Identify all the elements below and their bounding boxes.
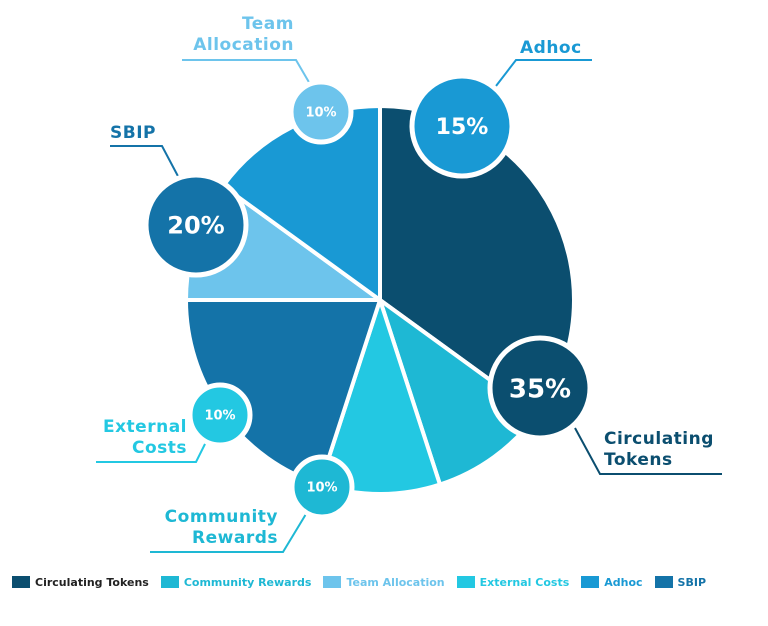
pct-bubble [143, 172, 249, 278]
pct-bubble [409, 73, 515, 179]
leader-line [96, 441, 207, 463]
legend-label: SBIP [677, 575, 707, 589]
slice-label-line: External [103, 417, 187, 437]
slice-label-line: Tokens [604, 450, 673, 470]
data-label: 10% [306, 481, 337, 496]
callout-external-costs: 10% External Costs [96, 382, 253, 463]
legend-swatch [581, 576, 600, 588]
legend-label: Community Rewards [183, 575, 312, 589]
legend-item-external-costs: External Costs [456, 575, 570, 589]
slice-label-line: SBIP [110, 123, 156, 143]
slice-label-line: Circulating [604, 429, 714, 449]
pct-bubble [487, 335, 593, 441]
legend-label: External Costs [479, 575, 570, 589]
slice-label-line: Community [165, 507, 278, 527]
legend-swatch [456, 576, 475, 588]
legend-swatch [654, 576, 673, 588]
leader-line [150, 513, 307, 553]
legend-label: Team Allocation [346, 575, 445, 589]
legend-label: Adhoc [604, 575, 643, 589]
pie-slices [184, 104, 576, 496]
legend-item-sbip: SBIP [654, 575, 707, 589]
slice-label: Circulating Tokens [604, 429, 714, 470]
legend-item-community-rewards: Community Rewards [160, 575, 312, 589]
leader-line [110, 145, 181, 181]
data-label: 15% [436, 115, 489, 140]
legend-swatch [160, 576, 179, 588]
leader-line [574, 427, 722, 475]
legend-item-adhoc: Adhoc [581, 575, 643, 589]
slice-label: Community Rewards [165, 507, 278, 548]
slice-label: Team Allocation [193, 14, 294, 55]
slice-label-line: Costs [132, 438, 187, 458]
slice-label-line: Allocation [193, 35, 294, 55]
legend-swatch [323, 576, 342, 588]
callout-adhoc: 15% Adhoc [409, 38, 592, 179]
pct-bubble [288, 79, 354, 145]
legend-item-team-allocation: Team Allocation [323, 575, 445, 589]
leader-line [182, 59, 311, 85]
slice-label-line: Rewards [192, 528, 278, 548]
legend: Circulating Tokens Community Rewards Team … [12, 572, 762, 592]
data-label: 35% [509, 374, 571, 404]
data-label: 10% [305, 106, 336, 121]
slice-label: SBIP [110, 123, 156, 143]
callout-sbip: 20% SBIP [110, 123, 249, 278]
callout-community-rewards: 10% Community Rewards [150, 454, 355, 553]
callout-team-allocation: 10% Team Allocation [182, 14, 354, 145]
legend-label: Circulating Tokens [35, 575, 149, 589]
pct-bubble [289, 454, 355, 520]
pie-slice-adhoc [221, 104, 382, 302]
slice-label-line: Team [242, 14, 294, 34]
data-label: 10% [204, 409, 235, 424]
slice-label: Adhoc [520, 38, 582, 58]
data-label: 20% [167, 212, 224, 240]
legend-swatch [12, 576, 30, 588]
slice-label-line: Adhoc [520, 38, 582, 58]
pct-bubble [187, 382, 253, 448]
legend-item-circulating-tokens: Circulating Tokens [12, 576, 149, 589]
callout-circulating-tokens: 35% Circulating Tokens [487, 335, 722, 475]
slice-label: External Costs [103, 417, 187, 458]
leader-line [495, 59, 592, 87]
